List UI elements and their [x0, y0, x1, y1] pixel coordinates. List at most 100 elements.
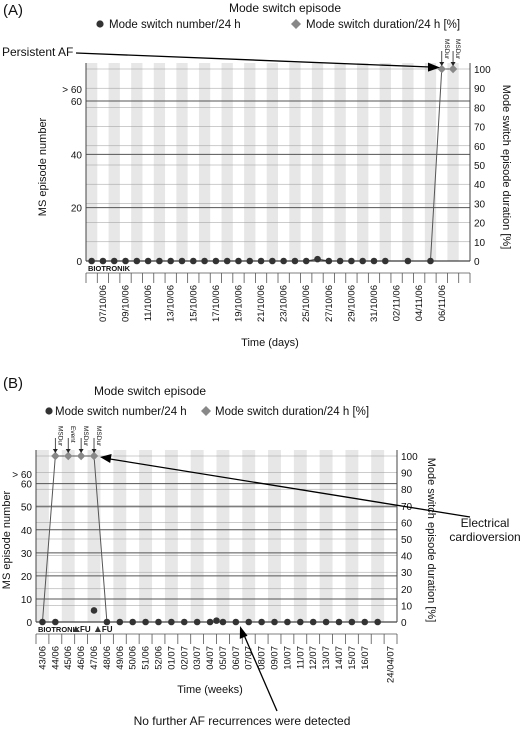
- data-point-number: [201, 257, 208, 265]
- data-point-number: [168, 618, 175, 626]
- data-point-number: [322, 618, 330, 626]
- x-tick-label: 47/06: [89, 646, 100, 670]
- panel-a-title: Mode switch episode: [229, 1, 341, 15]
- arrowhead: [428, 62, 440, 72]
- data-point-number: [404, 257, 412, 265]
- event-arrow: [91, 449, 97, 453]
- y-tick-label-left: 20: [21, 572, 33, 583]
- x-tick-label: 10/07: [282, 646, 293, 670]
- x-tick-label: 04/07: [205, 646, 216, 670]
- background-stripe: [61, 450, 75, 622]
- series-line-duration: [41, 455, 108, 623]
- data-point-duration: [89, 451, 99, 461]
- panel-a-ylabel-right: Mode switch episode duration [%]: [500, 85, 512, 249]
- background-stripe: [153, 63, 166, 261]
- legend-series-1: Mode switch number/24 h: [55, 406, 187, 418]
- fu-label: FU: [102, 625, 113, 634]
- event-arrow: [65, 449, 71, 453]
- data-point-number: [133, 257, 141, 265]
- y-tick-label-left: 60: [71, 97, 83, 108]
- data-point-number: [297, 618, 304, 626]
- background-stripe: [334, 63, 346, 261]
- x-tick-label: 07/10/06: [98, 285, 109, 322]
- y-tick-label-left: 50: [21, 503, 33, 514]
- y-tick-label-left: > 60: [12, 470, 32, 481]
- background-stripe: [447, 63, 459, 261]
- event-arrow: [52, 449, 58, 453]
- y-tick-label-right: 20: [474, 219, 486, 230]
- background-stripe: [113, 450, 127, 622]
- data-point-number: [144, 257, 152, 265]
- x-tick-label: 06/11/06: [437, 285, 448, 321]
- background-stripe: [311, 63, 324, 261]
- data-point-number: [219, 618, 227, 626]
- x-tick-label: 29/10/06: [346, 285, 357, 322]
- data-point-number: [213, 617, 220, 624]
- event-label: MSDur: [454, 39, 461, 60]
- y-tick-label-right: 30: [474, 199, 486, 210]
- event-label: MSDur: [82, 426, 89, 447]
- fu-marker: [94, 626, 101, 632]
- annotation-persistent-af: Persistent AF: [2, 45, 73, 59]
- x-tick-label: 25/10/06: [301, 285, 312, 322]
- x-tick-label: 02/07: [179, 646, 190, 670]
- data-point-number: [271, 618, 278, 626]
- y-tick-label-left: 20: [71, 204, 83, 215]
- x-tick-label: 23/10/06: [279, 285, 290, 322]
- data-point-number: [427, 257, 434, 265]
- background-stripe: [36, 450, 49, 622]
- background-stripe: [268, 450, 281, 622]
- background-stripe: [402, 63, 414, 261]
- y-tick-label-right: 30: [401, 568, 413, 579]
- x-tick-label: 21/10/06: [256, 285, 267, 322]
- data-point-number: [167, 257, 175, 265]
- x-tick-label: 44/06: [50, 646, 61, 670]
- panel-b-ylabel-right: Mode switch episode duration [%]: [425, 458, 437, 622]
- data-point-number: [142, 618, 149, 626]
- x-tick-label: 06/07: [231, 646, 242, 670]
- background-stripe: [164, 450, 178, 622]
- y-tick-label-right: 10: [474, 238, 486, 249]
- y-tick-label-right: 60: [401, 518, 413, 529]
- panel-a-xlabel: Time (days): [241, 337, 299, 349]
- x-tick-label: 50/06: [128, 646, 139, 670]
- background-stripe: [244, 63, 256, 261]
- data-point-number: [336, 257, 344, 265]
- background-stripe: [242, 450, 256, 622]
- annotation-arrow-persistent-af: [75, 52, 431, 68]
- x-tick-label: 11/07: [295, 646, 306, 669]
- y-tick-label-right: 100: [474, 65, 491, 76]
- y-tick-label-left: 0: [26, 618, 32, 629]
- annotation-arrow-cardioversion: [109, 458, 471, 518]
- y-tick-label-right: 0: [474, 257, 480, 268]
- background-stripe: [289, 63, 301, 261]
- x-tick-label: 09/07: [270, 646, 281, 670]
- fu-label: FU: [80, 625, 91, 634]
- data-point-number: [325, 257, 333, 265]
- data-point-duration: [448, 64, 458, 74]
- x-tick-label: 16/07: [360, 646, 371, 670]
- data-point-number: [309, 618, 317, 626]
- y-tick-label-right: 40: [401, 552, 413, 563]
- x-tick-label: 09/10/06: [121, 285, 132, 322]
- y-tick-label-right: 80: [474, 103, 486, 114]
- data-point-number: [88, 257, 95, 265]
- y-tick-label-right: 50: [401, 535, 413, 546]
- data-point-number: [280, 257, 287, 265]
- data-point-number: [381, 257, 389, 265]
- data-point-number: [348, 618, 356, 626]
- x-tick-label: 27/10/06: [324, 285, 335, 322]
- annotation-cardioversion-line1: Electrical: [461, 516, 510, 530]
- data-point-number: [348, 257, 355, 265]
- arrowhead: [239, 626, 248, 639]
- data-point-duration: [64, 451, 73, 461]
- background-stripe: [176, 63, 188, 261]
- x-tick-label: 17/10/06: [211, 285, 222, 322]
- legend-diamond-marker: [201, 406, 211, 416]
- data-point-number: [122, 257, 129, 265]
- background-stripe: [221, 63, 233, 261]
- panel-b: (B) Mode switch episode Mode switch numb…: [1, 375, 520, 728]
- data-point-number: [39, 618, 46, 626]
- x-tick-label: 31/10/06: [369, 285, 380, 322]
- data-point-number: [223, 257, 231, 265]
